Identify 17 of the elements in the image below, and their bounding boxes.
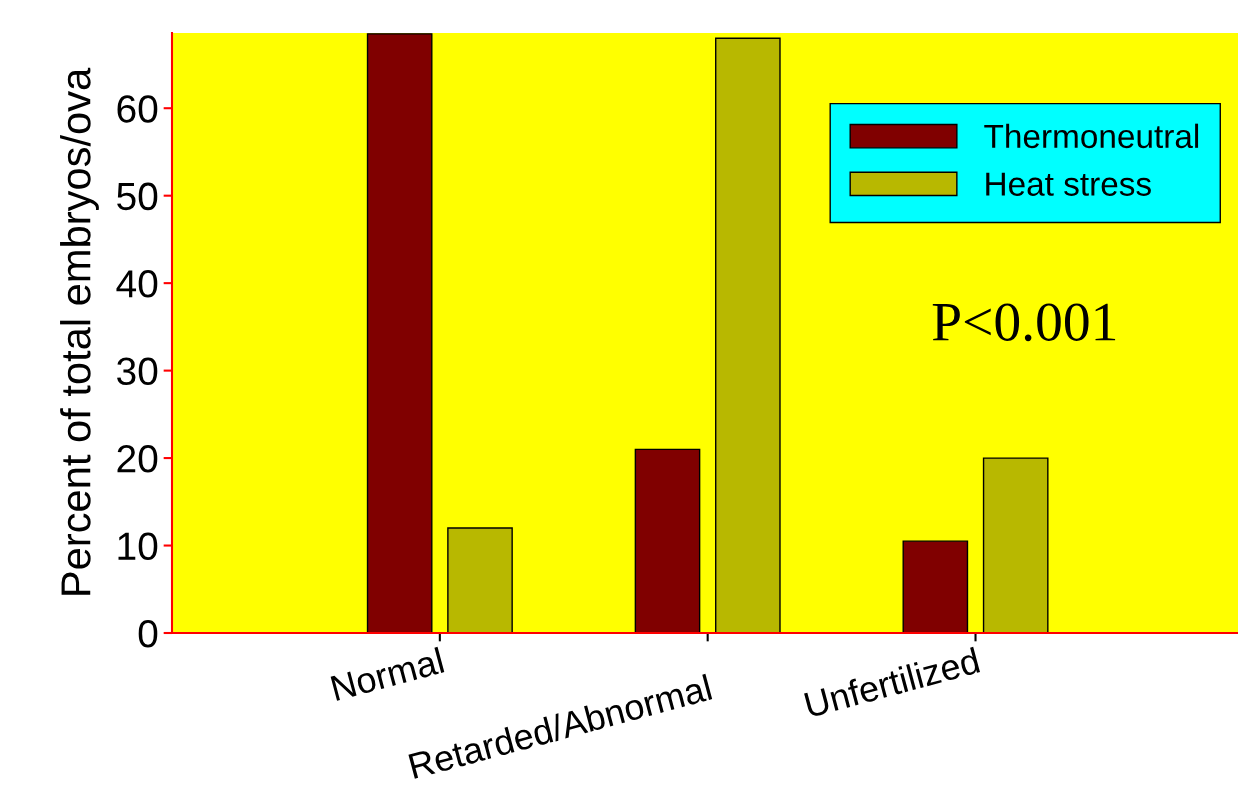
bar <box>982 457 1049 633</box>
bar <box>715 37 781 633</box>
legend-label: Heat stress <box>986 172 1151 196</box>
y-tick-label: 0 <box>138 619 158 648</box>
y-tick-label: 40 <box>116 270 158 298</box>
legend-label: Thermoneutral <box>984 123 1199 149</box>
y-tick-label: 50 <box>117 182 158 211</box>
y-tick-label: 20 <box>117 445 158 473</box>
bar <box>902 540 969 633</box>
y-axis-title: Percent of total embryos/ova <box>60 67 99 595</box>
bar <box>366 33 433 633</box>
y-tick-label: 30 <box>117 357 158 386</box>
annotation: P<0.001 <box>932 303 1116 342</box>
y-tick-label: 10 <box>118 532 158 561</box>
y-tick-label: 60 <box>117 95 158 123</box>
bar <box>447 527 513 633</box>
bar <box>634 448 701 633</box>
